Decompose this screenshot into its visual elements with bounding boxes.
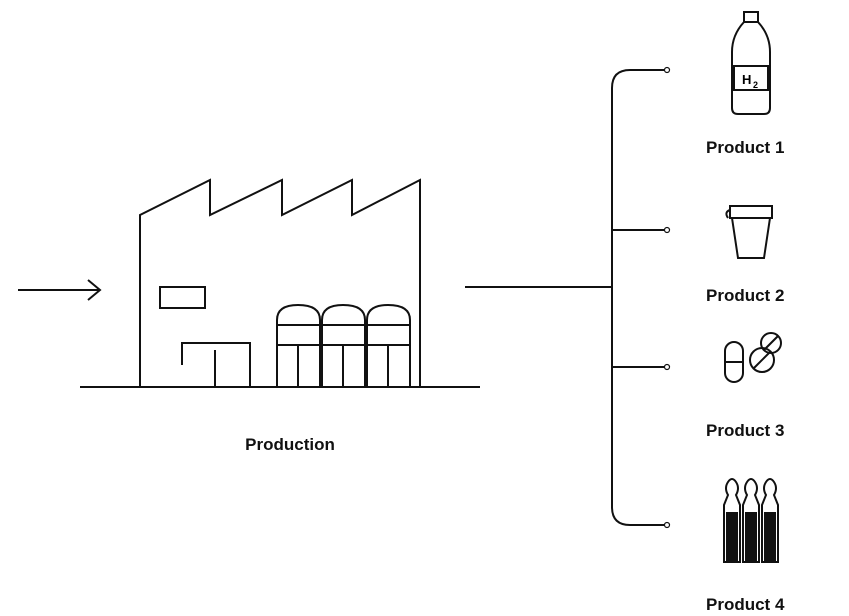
product-label: Product 2	[706, 286, 784, 305]
connector	[465, 68, 670, 528]
product-label: Product 4	[706, 595, 785, 614]
cup-icon	[726, 206, 772, 258]
bottle-icon: H 2	[732, 12, 770, 114]
diagram: Production H 2 Product 1 Product 2 Produ…	[0, 0, 849, 616]
product-label: Product 3	[706, 421, 784, 440]
ampoules-icon	[724, 479, 778, 562]
bottle-subscript: 2	[753, 80, 758, 90]
factory-icon	[80, 180, 480, 387]
pills-icon	[725, 333, 781, 382]
bottle-text: H	[742, 72, 751, 87]
input-arrow	[18, 280, 100, 300]
product-label: Product 1	[706, 138, 784, 157]
production-label: Production	[245, 435, 335, 454]
